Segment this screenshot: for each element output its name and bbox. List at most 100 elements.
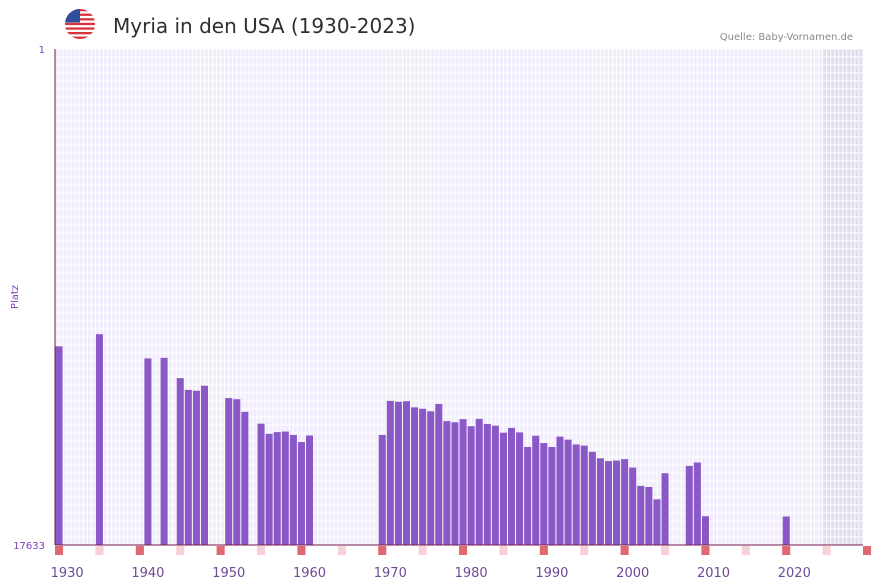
bar-1958 bbox=[289, 434, 297, 545]
bar-2004 bbox=[661, 473, 669, 545]
bar-1991 bbox=[556, 436, 564, 545]
bar-1974 bbox=[419, 408, 427, 545]
source-label: Quelle: Baby-Vornamen.de bbox=[720, 32, 853, 43]
x-tick-label: 2020 bbox=[778, 566, 811, 581]
bar-1982 bbox=[483, 423, 491, 545]
bar-1990 bbox=[548, 447, 556, 545]
marker-strong-2029 bbox=[863, 546, 872, 555]
x-tick-label: 1990 bbox=[535, 566, 568, 581]
marker-light-1944 bbox=[176, 546, 185, 555]
bar-1946 bbox=[192, 390, 200, 545]
bar-1998 bbox=[613, 460, 621, 545]
marker-strong-1939 bbox=[135, 546, 144, 555]
marker-strong-2019 bbox=[782, 546, 791, 555]
x-tick-label: 1970 bbox=[374, 566, 407, 581]
us-flag-icon bbox=[65, 9, 95, 39]
marker-strong-1929 bbox=[55, 546, 64, 555]
marker-light-1984 bbox=[499, 546, 508, 555]
bar-2003 bbox=[653, 499, 661, 545]
bar-1934 bbox=[95, 334, 103, 545]
bar-1993 bbox=[572, 444, 580, 545]
bar-1978 bbox=[451, 422, 459, 545]
bar-1955 bbox=[265, 433, 273, 545]
bar-1940 bbox=[144, 358, 152, 545]
bar-1995 bbox=[588, 451, 596, 545]
x-ticks: 1930 1940 1950 1960 1970 1980 1990 2000 2010 2020 bbox=[51, 566, 811, 581]
marker-strong-1979 bbox=[459, 546, 468, 555]
marker-light-1974 bbox=[418, 546, 427, 555]
marker-light-2004 bbox=[661, 546, 670, 555]
x-tick-label: 1940 bbox=[131, 566, 164, 581]
marker-strong-1969 bbox=[378, 546, 387, 555]
bar-1957 bbox=[281, 431, 289, 545]
y-ticks: 1 17633 bbox=[13, 45, 45, 552]
bar-1984 bbox=[499, 432, 507, 545]
x-tick-label: 1950 bbox=[212, 566, 245, 581]
bar-1987 bbox=[524, 447, 532, 545]
marker-light-2014 bbox=[741, 546, 750, 555]
x-tick-label: 2000 bbox=[616, 566, 649, 581]
bar-1970 bbox=[386, 400, 394, 545]
bar-1981 bbox=[475, 418, 483, 545]
bar-1954 bbox=[257, 423, 265, 545]
bar-2001 bbox=[637, 485, 645, 545]
bar-1947 bbox=[200, 385, 209, 545]
bar-1989 bbox=[540, 443, 548, 545]
bar-1952 bbox=[241, 411, 249, 545]
bar-1983 bbox=[491, 425, 499, 545]
marker-light-1964 bbox=[337, 546, 346, 555]
bar-1980 bbox=[467, 426, 475, 545]
bar-1960 bbox=[305, 435, 314, 545]
marker-strong-1959 bbox=[297, 546, 306, 555]
bar-1944 bbox=[176, 378, 184, 545]
marker-light-1934 bbox=[95, 546, 104, 555]
bar-1973 bbox=[411, 407, 419, 545]
marker-light-1994 bbox=[580, 546, 589, 555]
marker-strong-2009 bbox=[701, 546, 710, 555]
bar-2009 bbox=[701, 516, 709, 545]
bar-1979 bbox=[459, 419, 467, 545]
grid bbox=[54, 48, 864, 546]
marker-strong-1949 bbox=[216, 546, 225, 555]
bar-1988 bbox=[532, 435, 540, 545]
y-tick-label: 1 bbox=[39, 45, 45, 56]
bar-1999 bbox=[621, 459, 629, 545]
x-tick-label: 1980 bbox=[455, 566, 488, 581]
bar-1956 bbox=[273, 432, 281, 545]
marker-light-2024 bbox=[822, 546, 831, 555]
y-axis-label: Platz bbox=[10, 285, 21, 309]
bar-2008 bbox=[693, 462, 701, 545]
bar-2007 bbox=[685, 465, 693, 545]
bar-1942 bbox=[160, 357, 168, 545]
bar-1959 bbox=[297, 441, 305, 545]
bar-1969 bbox=[378, 434, 386, 545]
bar-1951 bbox=[233, 399, 241, 545]
bar-1985 bbox=[507, 427, 516, 545]
bar-1950 bbox=[225, 398, 233, 545]
marker-strong-1999 bbox=[620, 546, 629, 555]
y-tick-label: 17633 bbox=[13, 541, 45, 552]
bar-2000 bbox=[629, 467, 637, 545]
bar-1997 bbox=[604, 461, 613, 545]
bar-1971 bbox=[394, 401, 402, 545]
x-tick-label: 1960 bbox=[293, 566, 326, 581]
bar-1986 bbox=[516, 432, 524, 545]
marker-strong-1989 bbox=[539, 546, 548, 555]
decade-markers bbox=[55, 546, 872, 555]
bar-1994 bbox=[580, 445, 588, 545]
bar-1976 bbox=[435, 403, 443, 545]
x-tick-label: 1930 bbox=[51, 566, 84, 581]
bar-1977 bbox=[443, 421, 451, 545]
bar-1945 bbox=[184, 389, 192, 545]
bar-1972 bbox=[402, 401, 411, 545]
bar-2002 bbox=[645, 486, 653, 545]
bar-1975 bbox=[427, 411, 435, 545]
x-tick-label: 2010 bbox=[697, 566, 730, 581]
marker-light-1954 bbox=[257, 546, 266, 555]
bar-1996 bbox=[596, 458, 604, 545]
bar-1992 bbox=[564, 439, 572, 545]
bars bbox=[55, 334, 790, 545]
chart-title: Myria in den USA (1930-2023) bbox=[113, 14, 415, 38]
bar-2019 bbox=[782, 516, 790, 545]
